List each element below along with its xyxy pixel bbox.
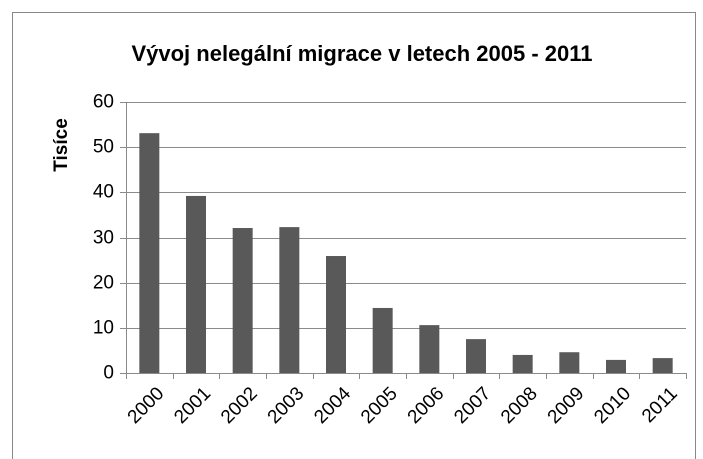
y-tick-label: 30 <box>93 228 114 249</box>
chart-title: Vývoj nelegální migrace v letech 2005 - … <box>131 41 592 66</box>
bar <box>372 307 393 373</box>
bar <box>559 352 580 373</box>
bar <box>139 133 160 373</box>
bar <box>232 228 253 373</box>
bar <box>419 325 440 373</box>
bar <box>279 227 300 373</box>
y-tick-label: 60 <box>93 92 114 113</box>
y-axis-label: Tisíce <box>51 118 72 172</box>
y-tick-label: 0 <box>103 363 114 384</box>
y-tick-label: 20 <box>93 273 114 294</box>
chart-border <box>12 12 696 459</box>
bar <box>652 358 673 373</box>
bar <box>326 256 346 373</box>
bar <box>186 195 206 373</box>
bar <box>512 354 533 373</box>
y-tick-label: 10 <box>93 318 114 339</box>
bar <box>466 339 486 373</box>
bar <box>606 359 626 373</box>
y-tick-label: 40 <box>93 182 114 203</box>
y-tick-label: 50 <box>93 137 114 158</box>
